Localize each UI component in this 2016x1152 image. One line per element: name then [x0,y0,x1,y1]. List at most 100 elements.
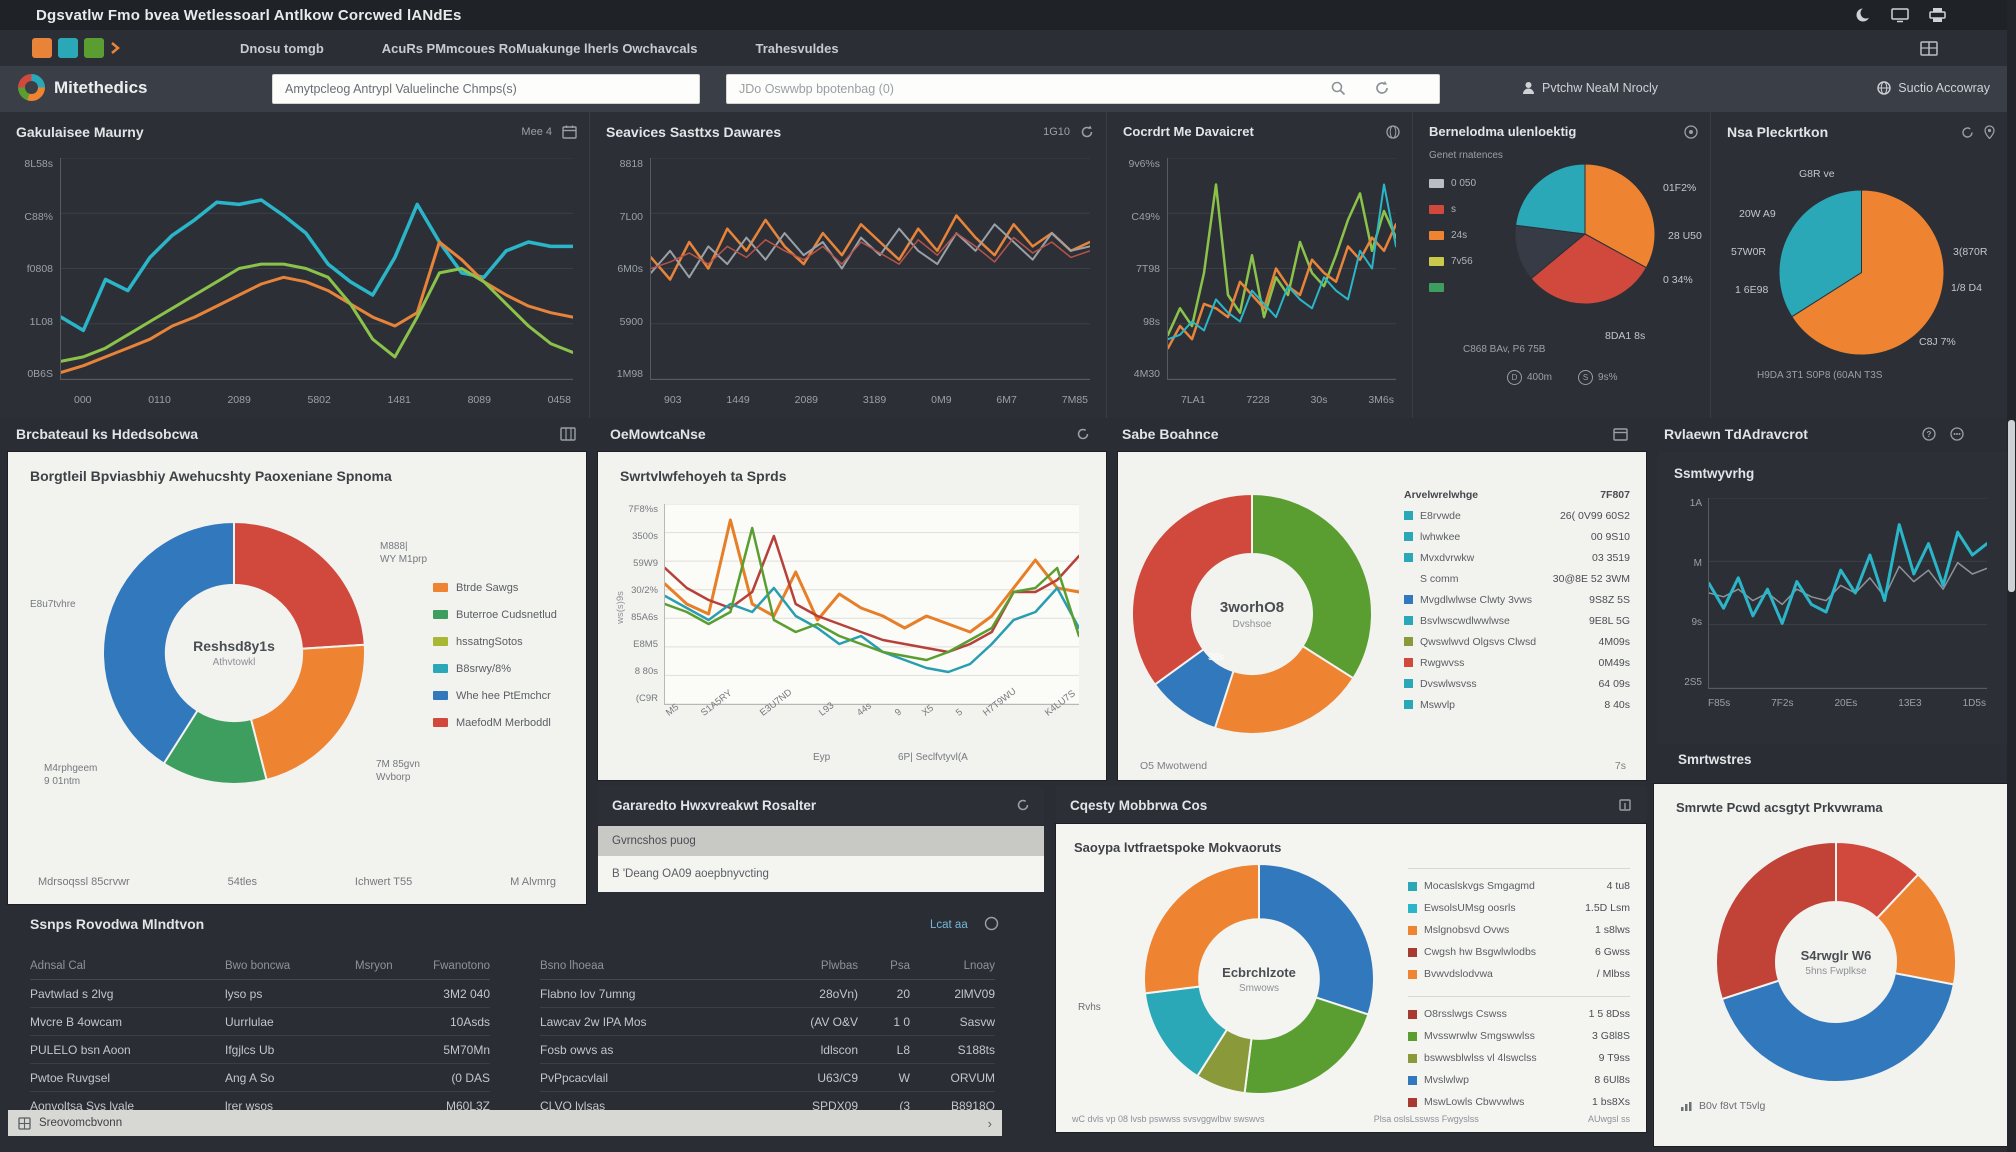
table-row[interactable]: Pwtoe Ruvgsel Ang A So (0 DAS [30,1064,490,1092]
status-bar[interactable]: Sreovomcbvonn › [8,1110,1002,1136]
legend-label: Mvsswrwlw Smgswwlss [1424,1030,1535,1042]
legend-item[interactable]: EwsolsUMsg oosrls 1.5D Lsm [1408,897,1630,919]
chevron-right-icon[interactable]: › [987,1115,992,1131]
axis-tick-label: 13E3 [1898,698,1922,709]
table-row[interactable]: Flabno lov 7umng 28oVn) 20 2lMV09 [540,980,995,1008]
panel4-caption: C868 BAv, P6 75B [1463,344,1546,355]
account-switch[interactable]: Suctio Accowray [1877,81,1990,95]
menu-item[interactable]: Dnosu tomgb [240,40,324,56]
axis-tick-label: f0808 [26,263,53,275]
legend-item[interactable]: Bvwvdslodvwa / Mlbss [1408,963,1630,985]
panel4-title: Bernelodma ulenloektig [1429,124,1577,139]
legend-item[interactable]: Mvsswrwlw Smgswwlss 3 G8l8S [1408,1025,1630,1047]
legend-item[interactable]: Cwgsh hw Bsgwlwlodbs 6 Gwss [1408,941,1630,963]
legend-item[interactable]: Whe hee PtEmchcr [433,682,557,709]
refresh-icon[interactable] [1076,427,1090,441]
legend-item[interactable]: 24s [1429,222,1476,248]
search-input[interactable] [726,74,1440,104]
refresh-icon[interactable] [1374,80,1390,96]
filter-input[interactable] [272,74,700,104]
search-icon[interactable] [1330,80,1346,96]
panel5-pie[interactable] [1779,190,1944,355]
list-item[interactable]: B 'Deang OA09 aoepbnyvcting [598,856,1044,892]
calendar-icon[interactable] [562,125,577,139]
table-row[interactable]: Lawcav 2w IPA Mos (AV O&V 1 0 Sasvw [540,1008,995,1036]
legend-item[interactable]: Mocaslskvgs Smgagmd 4 tu8 [1408,875,1630,897]
cardC-donut[interactable] [1132,494,1372,734]
globe-icon[interactable] [1386,124,1400,139]
logo-square-teal [58,38,78,58]
table-row[interactable]: Pavtwlad s 2lvg lyso ps 3M2 040 [30,980,490,1008]
legend-item[interactable]: s [1429,196,1476,222]
list-item[interactable]: E8rvwde 26( 0V99 60S2 [1404,505,1630,526]
legend-item[interactable]: Mslgnobsvd Ovws 1 s8lws [1408,919,1630,941]
menu-item[interactable]: AcuRs PMmcoues RoMuakunge lherls Owchavc… [381,40,698,56]
item-label: Mswvlp [1420,698,1456,711]
legend-item[interactable]: Btrde Sawgs [433,574,557,601]
panel2-plot[interactable] [650,158,1090,380]
menu-item[interactable]: Trahesvuldes [755,40,839,56]
info-circle-icon[interactable] [1684,124,1698,139]
profile-switch[interactable]: Pvtchw NeaM Nrocly [1522,81,1658,95]
legend-item[interactable]: bswwsblwlss vl 4lswclss 9 T9ss [1408,1047,1630,1069]
legend-item[interactable]: MswLowls Cbwvwlws 1 bs8Xs [1408,1091,1630,1113]
legend-item[interactable] [1429,274,1476,300]
panel1-plot[interactable] [60,158,573,380]
legend-item[interactable]: O8rsslwgs Cswss 1 5 8Dss [1408,1003,1630,1025]
window-grid-icon[interactable] [1920,40,1938,56]
table-row[interactable]: PvPpcacvlail U63/C9 W ORVUM [540,1064,995,1092]
refresh-icon[interactable] [984,916,999,931]
legend-swatch [433,718,448,727]
legend-swatch [433,664,448,673]
legend-item[interactable]: B8srwy/8% [433,655,557,682]
refresh-icon[interactable] [1961,126,1974,139]
list-item[interactable]: S comm 30@8E 52 3WM [1404,568,1630,589]
load-all-link[interactable]: Lcat aa [930,919,968,931]
legend-value: 1 5 8Dss [1588,1008,1630,1020]
legend-item[interactable]: Buterroe Cudsnetlud [433,601,557,628]
table-row[interactable]: PULELO bsn Aoon Ifgjlcs Ub 5M70Mn [30,1036,490,1064]
refresh-icon[interactable] [1080,125,1094,139]
legend-swatch [1404,511,1413,520]
legend-item[interactable]: hssatngSotos [433,628,557,655]
list-item[interactable]: lwhwkee 00 9S10 [1404,526,1630,547]
cardE-donut[interactable] [1716,842,1956,1082]
table-row[interactable]: Fosb owvs as ldlscon L8 S188ts [540,1036,995,1064]
list-item[interactable]: Dvswlwsvss 64 09s [1404,673,1630,694]
legend-item[interactable]: MaefodM Merboddl [433,709,557,736]
scrollbar-thumb[interactable] [2008,420,2015,592]
cardD-plot[interactable] [1708,498,1987,689]
refresh-icon[interactable] [1016,798,1030,812]
panel3-plot[interactable] [1167,158,1396,380]
columns-icon[interactable] [560,427,576,441]
location-icon[interactable] [1984,125,1995,139]
printer-icon[interactable] [1929,7,1946,23]
cardB-plot[interactable] [664,504,1079,705]
more-icon[interactable] [1950,427,1964,441]
export-icon[interactable] [1618,798,1632,812]
list-item[interactable]: Bsvlwscwdlwwlwse 9E8L 5G [1404,610,1630,631]
cardG-donut[interactable] [1144,864,1374,1094]
legend-item[interactable]: 0 050 [1429,170,1476,196]
list-item[interactable]: Gvrncshos puog [598,826,1044,856]
legend-item[interactable]: 7v56 [1429,248,1476,274]
logo-square-orange [32,38,52,58]
axis-tick-label: 1A [1689,498,1702,509]
panel1-range-badge[interactable]: Mee 4 [521,126,552,138]
panel4-pie[interactable] [1515,164,1655,304]
list-item[interactable]: Qwswlwvd Olgsvs Clwsd 4M09s [1404,631,1630,652]
monitor-icon[interactable] [1891,7,1909,23]
calendar-icon[interactable] [1613,427,1628,441]
account-switch-label: Suctio Accowray [1898,81,1990,95]
legend-label: hssatngSotos [456,635,523,648]
table-row[interactable]: Mvcre B 4owcam Uurrlulae 10Asds [30,1008,490,1036]
scrollbar-track[interactable] [2007,0,2016,1152]
legend-item[interactable]: Mvslwlwp 8 6Ul8s [1408,1069,1630,1091]
cardA-donut[interactable] [103,522,365,784]
list-item[interactable]: Mvgdlwlwse Clwty 3vws 9S8Z 5S [1404,589,1630,610]
list-item[interactable]: Rwgwvss 0M49s [1404,652,1630,673]
list-item[interactable]: Mvxdvrwkw 03 3519 [1404,547,1630,568]
list-item[interactable]: Mswvlp 8 40s [1404,694,1630,715]
question-icon[interactable]: ? [1922,427,1936,441]
moon-icon[interactable] [1855,7,1871,23]
